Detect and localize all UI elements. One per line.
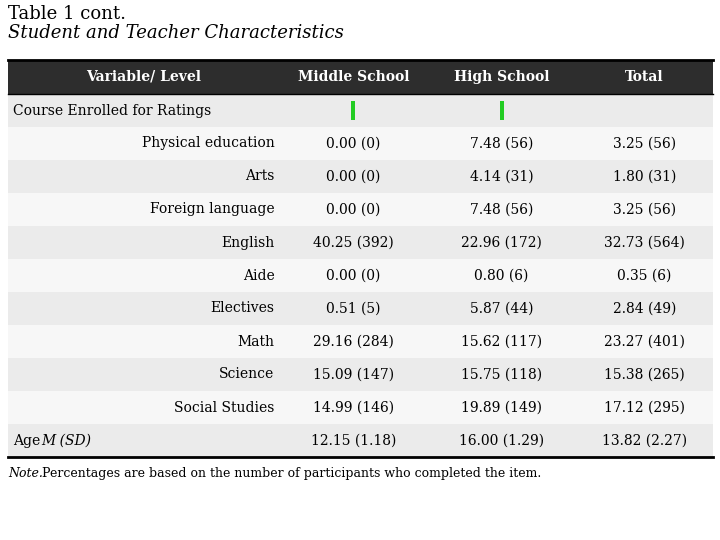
Text: Course Enrolled for Ratings: Course Enrolled for Ratings [13,104,211,118]
Text: 14.99 (146): 14.99 (146) [313,401,394,415]
Text: English: English [221,235,274,249]
Bar [8,424,713,457]
Text: 12.15 (1.18): 12.15 (1.18) [311,434,396,448]
Text: 13.82 (2.27): 13.82 (2.27) [602,434,687,448]
Text: Variable/ Level: Variable/ Level [86,70,201,84]
Text: 22.96 (172): 22.96 (172) [461,235,542,249]
Text: 15.09 (147): 15.09 (147) [313,368,394,381]
Text: 15.62 (117): 15.62 (117) [461,334,542,348]
Text: 40.25 (392): 40.25 (392) [313,235,394,249]
Text: 32.73 (564): 32.73 (564) [604,235,685,249]
Text: 3.25 (56): 3.25 (56) [613,202,676,217]
Text: Aide: Aide [243,268,274,282]
Text: Physical education: Physical education [142,137,274,151]
Text: Electives: Electives [210,301,274,315]
Text: Note.: Note. [8,467,43,480]
Bar [8,358,713,391]
Bar [8,94,713,127]
Bar [8,60,713,94]
Bar [500,102,503,119]
Text: 1.80 (31): 1.80 (31) [613,170,676,184]
Text: 0.51 (5): 0.51 (5) [326,301,381,315]
Bar [8,127,713,160]
Text: Age: Age [13,434,45,448]
Text: Arts: Arts [245,170,274,184]
Text: Table 1 cont.: Table 1 cont. [8,5,126,23]
Bar [8,160,713,193]
Text: 5.87 (44): 5.87 (44) [469,301,534,315]
Text: 4.14 (31): 4.14 (31) [469,170,534,184]
Text: 2.84 (49): 2.84 (49) [613,301,676,315]
Bar [351,102,356,119]
Text: 15.38 (265): 15.38 (265) [604,368,685,381]
Bar [8,226,713,259]
Text: 7.48 (56): 7.48 (56) [470,137,534,151]
Text: M (SD): M (SD) [41,434,91,448]
Bar [8,325,713,358]
Text: Percentages are based on the number of participants who completed the item.: Percentages are based on the number of p… [38,467,541,480]
Text: Foreign language: Foreign language [150,202,274,217]
Text: 19.89 (149): 19.89 (149) [461,401,542,415]
Bar [8,193,713,226]
Text: Middle School: Middle School [297,70,409,84]
Bar [8,259,713,292]
Text: Science: Science [219,368,274,381]
Text: Total: Total [625,70,664,84]
Text: 0.00 (0): 0.00 (0) [326,137,381,151]
Text: 0.00 (0): 0.00 (0) [326,202,381,217]
Text: 0.35 (6): 0.35 (6) [617,268,672,282]
Text: 16.00 (1.29): 16.00 (1.29) [459,434,544,448]
Text: 15.75 (118): 15.75 (118) [461,368,542,381]
Text: 0.00 (0): 0.00 (0) [326,268,381,282]
Bar [8,292,713,325]
Text: 7.48 (56): 7.48 (56) [470,202,534,217]
Text: Student and Teacher Characteristics: Student and Teacher Characteristics [8,24,344,42]
Text: Math: Math [238,334,274,348]
Text: 0.80 (6): 0.80 (6) [474,268,528,282]
Bar [8,391,713,424]
Text: Social Studies: Social Studies [174,401,274,415]
Text: High School: High School [454,70,549,84]
Text: 29.16 (284): 29.16 (284) [313,334,394,348]
Text: 17.12 (295): 17.12 (295) [604,401,685,415]
Text: 3.25 (56): 3.25 (56) [613,137,676,151]
Text: 0.00 (0): 0.00 (0) [326,170,381,184]
Text: 23.27 (401): 23.27 (401) [604,334,685,348]
